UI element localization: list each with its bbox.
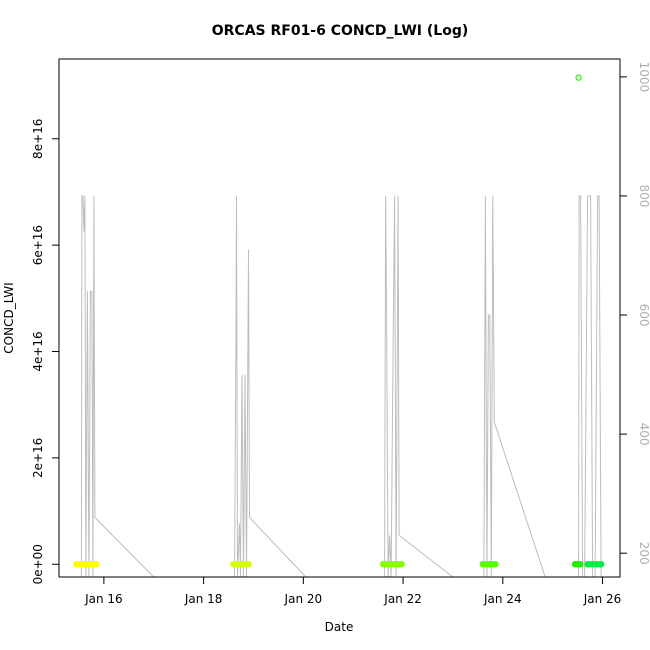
x-tick-label: Jan 26 bbox=[583, 592, 622, 606]
y-axis-label: CONCD_LWI bbox=[2, 282, 16, 353]
x-tick-label: Jan 20 bbox=[284, 592, 323, 606]
y2-tick-label: 1000 bbox=[637, 62, 650, 93]
y-tick-label: 8e+16 bbox=[31, 119, 45, 159]
x-tick-label: Jan 22 bbox=[383, 592, 422, 606]
altitude-trace-line bbox=[79, 195, 602, 577]
y2-tick-label: 200 bbox=[637, 542, 650, 565]
y2-tick-label: 400 bbox=[637, 423, 650, 446]
x-tick-label: Jan 24 bbox=[483, 592, 522, 606]
plot-frame bbox=[58, 58, 621, 578]
y-tick-label: 0e+00 bbox=[31, 544, 45, 584]
x-tick-label: Jan 16 bbox=[84, 592, 123, 606]
x-tick-label: Jan 18 bbox=[184, 592, 223, 606]
plot-layer: Jan 16 Jan 18 Jan 20 Jan 22 Jan 24 Jan 26 0e+0… bbox=[31, 62, 650, 606]
data-point bbox=[575, 74, 582, 81]
y-tick-label: 6e+16 bbox=[31, 225, 45, 265]
chart-title: ORCAS RF01-6 CONCD_LWI (Log) bbox=[212, 23, 469, 39]
y-tick-label: 4e+16 bbox=[31, 331, 45, 371]
y2-tick-label: 600 bbox=[637, 304, 650, 327]
y2-tick-label: 800 bbox=[637, 184, 650, 207]
y-tick-label: 2e+16 bbox=[31, 438, 45, 478]
x-axis-label: Date bbox=[325, 620, 354, 634]
